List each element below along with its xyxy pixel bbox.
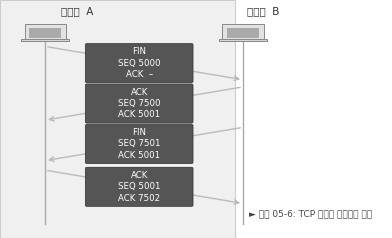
FancyBboxPatch shape — [85, 43, 193, 83]
FancyBboxPatch shape — [0, 0, 235, 238]
Text: ACK
SEQ 7500
ACK 5001: ACK SEQ 7500 ACK 5001 — [118, 88, 160, 119]
Text: 호스트  B: 호스트 B — [247, 6, 279, 16]
Text: ACK
SEQ 5001
ACK 7502: ACK SEQ 5001 ACK 7502 — [118, 171, 160, 203]
FancyBboxPatch shape — [21, 39, 69, 41]
Text: FIN
SEQ 5000
ACK  –: FIN SEQ 5000 ACK – — [118, 47, 160, 79]
FancyBboxPatch shape — [223, 24, 263, 40]
FancyBboxPatch shape — [219, 39, 267, 41]
FancyBboxPatch shape — [85, 84, 193, 123]
Text: 호스트  A: 호스트 A — [61, 6, 93, 16]
Text: FIN
SEQ 7501
ACK 5001: FIN SEQ 7501 ACK 5001 — [118, 128, 160, 160]
FancyBboxPatch shape — [85, 124, 193, 164]
FancyBboxPatch shape — [227, 28, 259, 38]
FancyBboxPatch shape — [85, 167, 193, 206]
FancyBboxPatch shape — [24, 24, 66, 40]
FancyBboxPatch shape — [29, 28, 61, 38]
Text: ► 그림 05-6: TCP 소켓의 연결종료 과정: ► 그림 05-6: TCP 소켓의 연결종료 과정 — [249, 210, 372, 219]
